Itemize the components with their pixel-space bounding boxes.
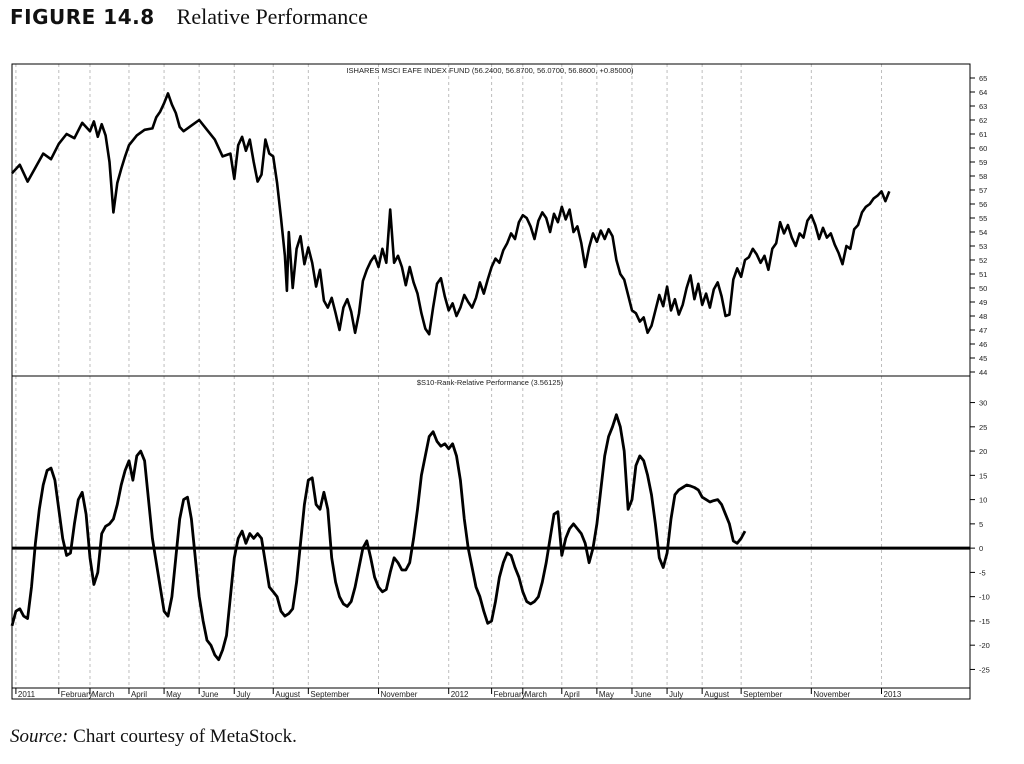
price-y-tick-label-21: 65 — [979, 74, 987, 83]
price-y-tick-label-8: 52 — [979, 256, 987, 265]
x-tick-label-10: 2012 — [451, 690, 469, 699]
relative-y-tick-label-7: 10 — [979, 496, 987, 505]
price-y-tick-label-4: 48 — [979, 312, 987, 321]
x-tick-label-11: February — [494, 690, 526, 699]
figure-label: FIGURE 14.8 — [10, 5, 155, 29]
price-y-tick-label-17: 61 — [979, 130, 987, 139]
relative-y-tick-label-6: 5 — [979, 520, 983, 529]
x-tick-label-13: April — [564, 690, 580, 699]
price-y-tick-label-6: 50 — [979, 284, 987, 293]
price-y-tick-label-20: 64 — [979, 88, 987, 97]
price-y-tick-label-1: 45 — [979, 354, 987, 363]
figure-title: Relative Performance — [176, 4, 368, 29]
relative-y-tick-label-9: 20 — [979, 447, 987, 456]
price-panel-title: ISHARES MSCI EAFE INDEX FUND (56.2400, 5… — [346, 66, 634, 75]
relative-y-tick-label-2: -15 — [979, 617, 990, 626]
x-tick-label-14: May — [599, 690, 614, 699]
x-axis-labels: 2011 February March April May June July August S… — [15, 688, 902, 699]
x-tick-label-8: September — [310, 690, 349, 699]
price-y-tick-label-16: 60 — [979, 144, 987, 153]
x-tick-label-12: March — [525, 690, 547, 699]
x-tick-label-20: 2013 — [884, 690, 902, 699]
price-y-tick-label-9: 53 — [979, 242, 987, 251]
figure-source: Source: Chart courtesy of MetaStock. — [10, 726, 297, 748]
x-tick-label-1: February — [61, 690, 93, 699]
price-y-tick-label-2: 46 — [979, 340, 987, 349]
price-y-tick-label-18: 62 — [979, 116, 987, 125]
price-y-tick-label-13: 57 — [979, 186, 987, 195]
x-tick-label-2: March — [92, 690, 114, 699]
relative-y-tick-label-5: 0 — [979, 544, 983, 553]
x-tick-label-5: June — [201, 690, 219, 699]
source-label: Source: — [10, 726, 69, 747]
x-tick-label-15: June — [634, 690, 652, 699]
x-tick-label-17: August — [704, 690, 730, 699]
x-tick-label-19: November — [813, 690, 850, 699]
price-y-axis: 44 45 46 47 48 49 50 51 52 53 54 55 56 57 58 59 60 61 62 63… — [970, 74, 987, 377]
price-y-tick-label-7: 51 — [979, 270, 987, 279]
relative-performance-chart: ISHARES MSCI EAFE INDEX FUND (56.2400, 5… — [10, 63, 990, 700]
price-y-tick-label-15: 59 — [979, 158, 987, 167]
figure-header: FIGURE 14.8 Relative Performance — [10, 4, 368, 38]
price-y-tick-label-5: 49 — [979, 298, 987, 307]
x-tick-label-9: November — [381, 690, 418, 699]
x-tick-label-0: 2011 — [18, 690, 36, 699]
price-y-tick-label-14: 58 — [979, 172, 987, 181]
price-line — [11, 92, 891, 336]
price-y-tick-label-10: 54 — [979, 228, 987, 237]
relative-y-tick-label-10: 25 — [979, 423, 987, 432]
price-y-tick-label-12: 56 — [979, 200, 987, 209]
price-y-tick-label-11: 55 — [979, 214, 987, 223]
x-tick-label-4: May — [166, 690, 181, 699]
relative-panel-title: $S10-Rank-Relative Performance (3.56125) — [417, 378, 564, 387]
relative-y-tick-label-0: -25 — [979, 665, 990, 674]
x-tick-label-7: August — [275, 690, 301, 699]
price-y-tick-label-19: 63 — [979, 102, 987, 111]
x-tick-label-6: July — [236, 690, 250, 699]
price-y-tick-label-0: 44 — [979, 368, 987, 377]
x-tick-label-18: September — [743, 690, 782, 699]
relative-y-tick-label-8: 15 — [979, 471, 987, 480]
relative-performance-line — [10, 413, 747, 662]
relative-y-tick-label-11: 30 — [979, 399, 987, 408]
relative-y-tick-label-4: -5 — [979, 568, 986, 577]
x-tick-label-3: April — [131, 690, 147, 699]
relative-y-axis: -25 -20 -15 -10 -5 0 5 10 15 20 25 30 — [970, 399, 990, 674]
relative-y-tick-label-3: -10 — [979, 593, 990, 602]
plot-frame — [11, 63, 971, 700]
source-text: Chart courtesy of MetaStock. — [73, 726, 297, 747]
price-y-tick-label-3: 47 — [979, 326, 987, 335]
x-tick-label-16: July — [669, 690, 683, 699]
relative-y-tick-label-1: -20 — [979, 641, 990, 650]
